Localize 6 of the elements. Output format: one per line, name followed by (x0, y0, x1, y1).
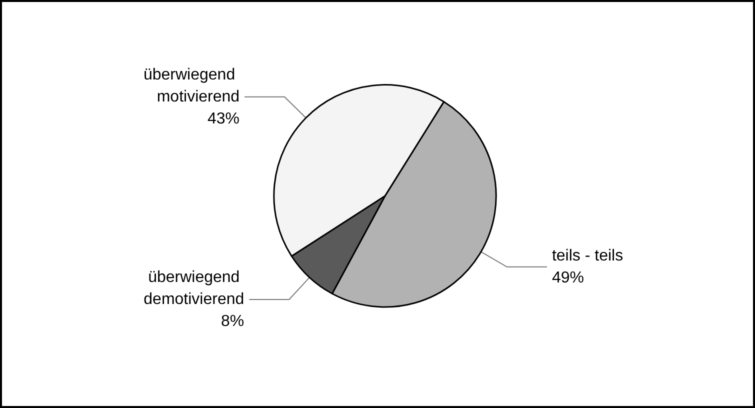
data-label: 49% (552, 269, 584, 286)
slice-label: überwiegend demotivierend (144, 268, 244, 308)
data-label: 43% (208, 110, 240, 128)
slice-label: teils - teils (552, 247, 624, 264)
slice-label: überwiegend motivierend (143, 66, 240, 106)
data-label: 8% (221, 312, 244, 330)
